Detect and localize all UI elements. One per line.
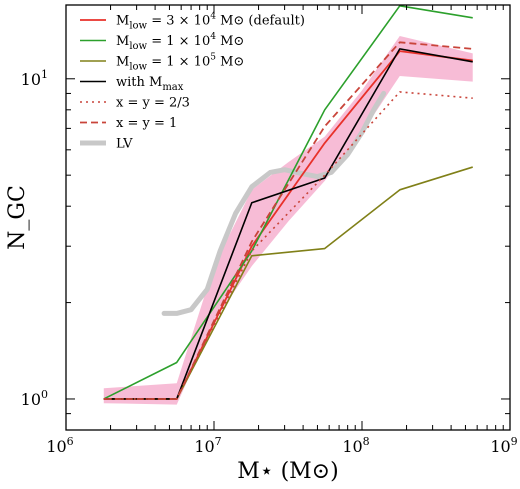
legend-main: x = y = 1 (116, 116, 177, 131)
x-tick-exponent: 8 (363, 435, 370, 448)
legend-main: x = y = 2/3 (116, 96, 190, 111)
legend-sub: low (129, 21, 147, 32)
legend-label: with Mmax (116, 75, 184, 93)
legend-main: LV (116, 137, 133, 152)
legend-label: Mlow = 1 × 104 M⊙ (116, 32, 244, 52)
legend-rest: = 3 × 10 (147, 14, 210, 29)
series-line-6 (161, 90, 387, 316)
legend-rest: = 1 × 10 (147, 34, 210, 49)
legend-main: M (116, 55, 129, 70)
legend-sup: 5 (210, 53, 216, 63)
x-axis-title: M⋆ (M⊙) (237, 459, 338, 484)
legend-label: Mlow = 3 × 104 M⊙ (default) (116, 12, 305, 32)
y-tick-label: 100 (21, 388, 48, 409)
legend-label: LV (116, 137, 133, 152)
legend-label: x = y = 1 (116, 116, 177, 131)
legend-sub: max (162, 82, 183, 93)
legend-main: M (116, 14, 129, 29)
x-tick-label: 107 (194, 435, 221, 456)
legend-tail: M⊙ (216, 55, 244, 70)
x-tick-label: 109 (490, 435, 517, 456)
legend-sub: low (129, 62, 147, 73)
legend-tail: M⊙ (default) (216, 14, 305, 29)
y-tick-exponent: 1 (41, 68, 48, 81)
series-line-5 (103, 41, 473, 400)
series-line-4 (103, 91, 473, 400)
x-tick-label: 106 (46, 435, 73, 456)
band-area (103, 36, 473, 405)
legend-tail: M⊙ (216, 34, 244, 49)
legend-main: with M (116, 75, 162, 90)
y-axis-title: N_GC (5, 185, 30, 250)
legend-main: M (116, 34, 129, 49)
series-line-1 (103, 5, 473, 400)
series-lines (103, 5, 473, 400)
y-tick-exponent: 0 (41, 388, 48, 401)
legend-rest: = 1 × 10 (147, 55, 210, 70)
x-tick-label: 108 (342, 435, 369, 456)
legend-sub: low (129, 41, 147, 52)
legend-label: Mlow = 1 × 105 M⊙ (116, 53, 244, 73)
legend: Mlow = 3 × 104 M⊙ (default)Mlow = 1 × 10… (80, 12, 305, 152)
y-tick-label: 101 (21, 68, 48, 89)
plot-frame (65, 4, 511, 431)
legend-sup: 4 (210, 12, 216, 22)
x-tick-exponent: 7 (215, 435, 222, 448)
legend-sup: 4 (210, 32, 216, 42)
legend-label: x = y = 2/3 (116, 96, 190, 111)
x-tick-exponent: 9 (511, 435, 518, 448)
x-tick-exponent: 6 (67, 435, 74, 448)
confidence-band (103, 36, 473, 405)
